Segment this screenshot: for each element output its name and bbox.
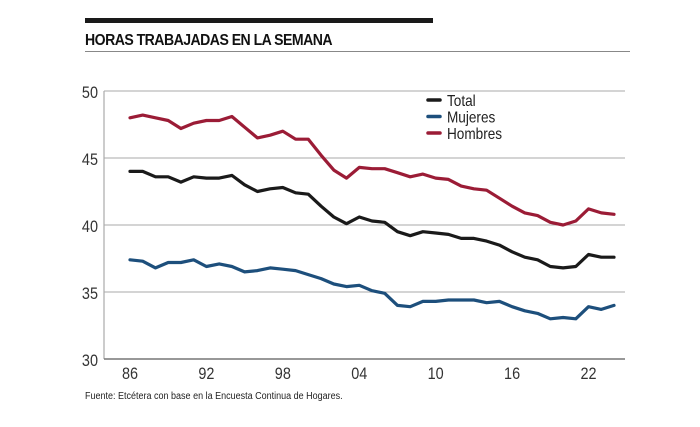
x-tick-label: 10 [428,365,444,383]
y-tick-label: 50 [82,84,98,102]
x-tick-label: 04 [351,365,367,383]
y-tick-label: 30 [82,352,98,370]
top-bar [85,18,433,23]
source-note: Fuente: Etcétera con base en la Encuesta… [85,391,343,402]
title-rule [85,51,630,52]
x-tick-label: 92 [198,365,214,383]
series-line-total [128,169,616,270]
x-tick-label: 22 [580,365,596,383]
y-tick-label: 35 [82,285,98,303]
y-tick-label: 40 [82,218,98,236]
legend-label: Mujeres [447,110,495,127]
legend-label: Hombres [447,126,502,143]
y-tick-label: 45 [82,151,98,169]
legend-label: Total [447,93,476,110]
x-tick-label: 16 [504,365,520,383]
x-tick-label: 98 [275,365,291,383]
series-line-mujeres [128,258,616,321]
chart-title: HORAS TRABAJADAS EN LA SEMANA [85,32,333,49]
series-line-hombres [128,113,616,227]
x-tick-label: 86 [122,365,138,383]
